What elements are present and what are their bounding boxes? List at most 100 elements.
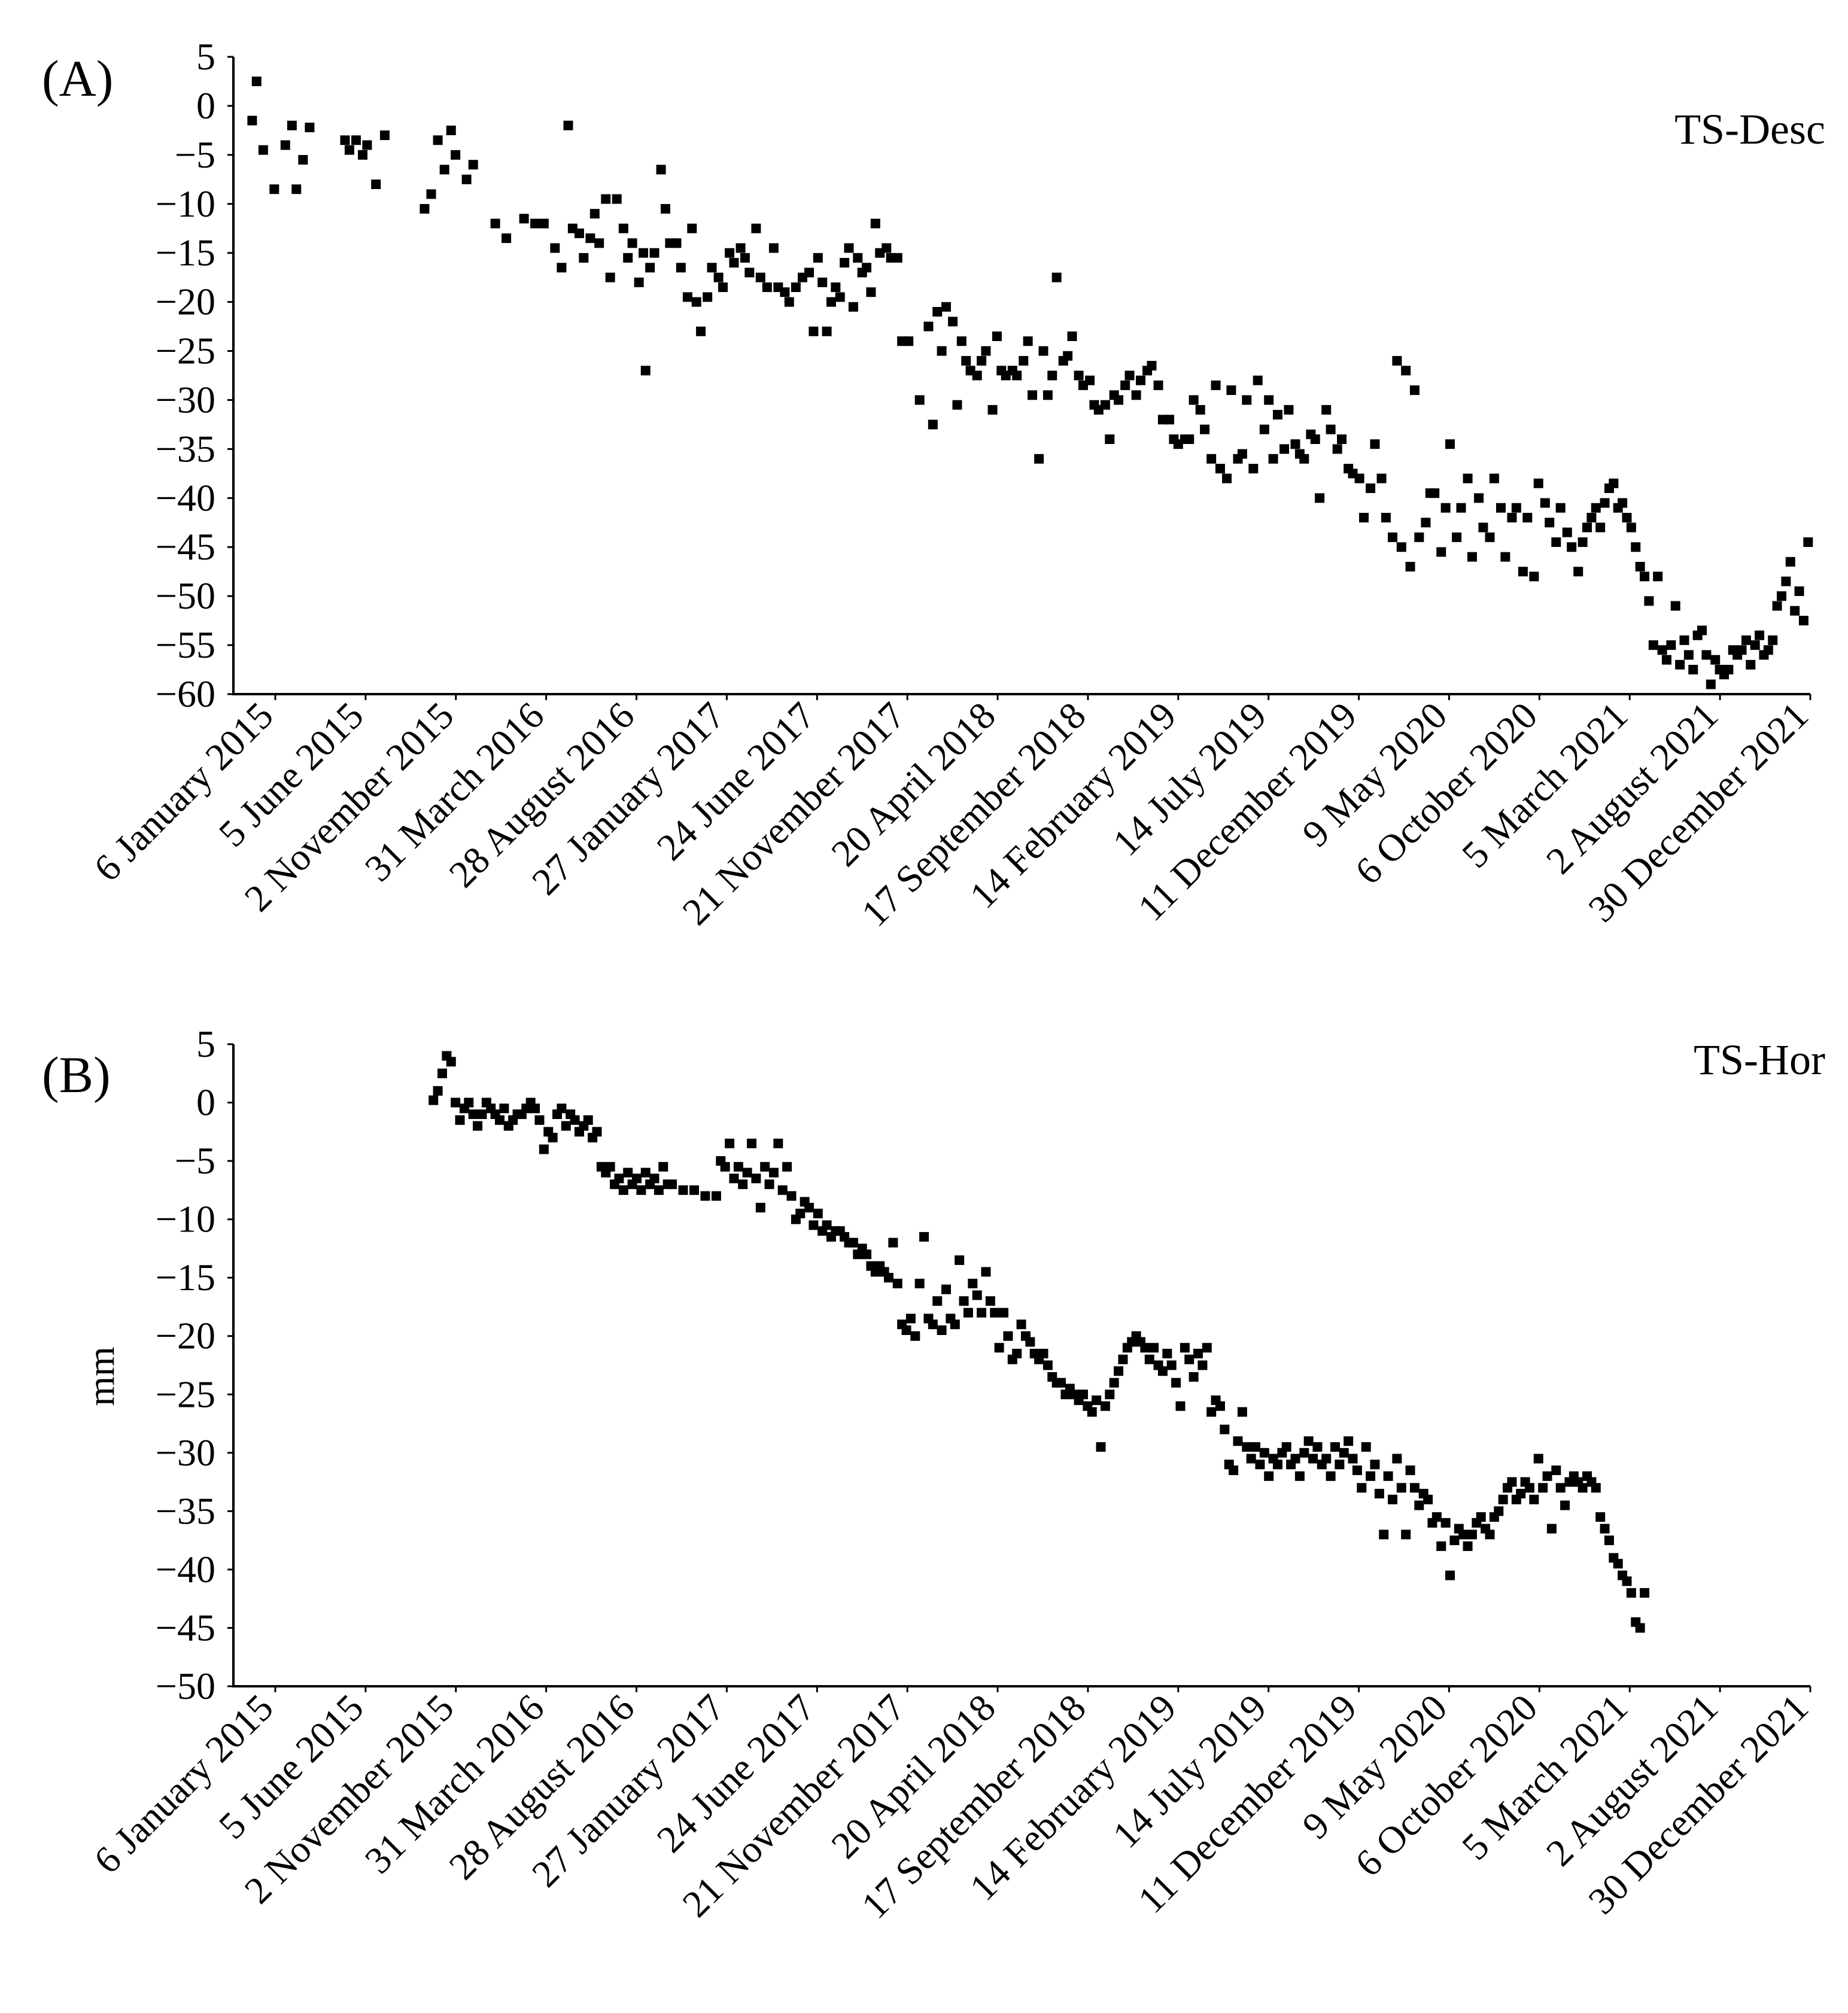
data-point (955, 1255, 965, 1265)
data-point (1193, 1348, 1203, 1358)
data-point (645, 263, 655, 273)
data-point (1401, 1529, 1411, 1540)
data-point (1379, 1529, 1389, 1540)
data-point (451, 150, 461, 160)
data-point (495, 1115, 505, 1125)
data-point (649, 248, 659, 258)
data-point (1431, 1512, 1442, 1522)
data-point (1272, 410, 1282, 420)
data-point (932, 1296, 943, 1306)
data-point (968, 1278, 978, 1288)
data-point (1388, 1494, 1398, 1504)
data-point (676, 263, 686, 273)
data-point (914, 1278, 925, 1288)
data-point (977, 1307, 987, 1318)
data-point (961, 355, 971, 366)
data-point (959, 1296, 969, 1306)
data-point (446, 125, 456, 135)
y-tick-label: −45 (156, 1606, 215, 1649)
data-point (1551, 1465, 1561, 1476)
data-point (287, 120, 297, 130)
data-point (831, 282, 841, 293)
data-point (768, 243, 779, 253)
data-point (1494, 1506, 1504, 1516)
data-point (1370, 439, 1380, 449)
data-point (1653, 571, 1663, 582)
data-point (1211, 380, 1221, 390)
y-tick-label: −35 (156, 427, 215, 470)
data-point (1246, 1454, 1256, 1464)
y-axis-label: mm (80, 1346, 122, 1406)
data-point (1237, 1407, 1247, 1417)
data-point (1436, 547, 1446, 557)
panel-a-series-label: TS-Desc (1674, 105, 1825, 153)
data-point (1489, 473, 1499, 484)
data-point (1074, 370, 1084, 381)
data-point (561, 1121, 571, 1131)
data-point (1242, 1442, 1252, 1452)
data-point (426, 189, 436, 199)
data-point (1803, 537, 1813, 548)
data-point (1430, 488, 1440, 498)
data-point (1253, 375, 1263, 385)
data-point (461, 174, 472, 184)
data-point (1396, 1483, 1406, 1493)
data-point (1374, 1489, 1384, 1499)
data-point (557, 1103, 567, 1114)
y-tick-label: −55 (156, 624, 215, 666)
data-point (592, 1127, 602, 1137)
data-point (777, 1185, 788, 1195)
data-point (977, 355, 987, 366)
data-point (696, 326, 706, 336)
data-point (1222, 473, 1232, 484)
data-point (1034, 454, 1044, 464)
data-point (1251, 1442, 1261, 1452)
data-point (1352, 1465, 1362, 1476)
data-point (1114, 1366, 1124, 1376)
data-point (937, 346, 947, 356)
data-point (605, 1161, 615, 1172)
data-point (468, 1109, 478, 1120)
data-point (1114, 395, 1124, 405)
data-point (682, 292, 692, 302)
data-point (740, 253, 750, 263)
data-point (1529, 571, 1539, 582)
data-point (1284, 405, 1294, 415)
data-point (1458, 1529, 1469, 1540)
data-point (755, 1203, 765, 1213)
data-point (910, 1331, 920, 1341)
y-tick-label: −50 (156, 1665, 215, 1707)
data-point (1308, 1454, 1318, 1464)
data-point (1321, 1454, 1332, 1464)
data-point (808, 1220, 819, 1230)
data-point (1096, 1442, 1106, 1452)
data-point (689, 1185, 700, 1195)
data-point (866, 287, 876, 297)
data-point (1567, 542, 1577, 552)
data-point (703, 292, 713, 302)
y-tick-label: 0 (196, 1081, 215, 1124)
data-point (1772, 601, 1782, 611)
data-point (1330, 1442, 1340, 1452)
data-point (948, 317, 958, 327)
data-point (1200, 424, 1210, 434)
data-point (941, 1284, 952, 1294)
data-point (1440, 503, 1451, 513)
data-point (519, 214, 529, 224)
data-point (1085, 375, 1095, 385)
data-point (656, 165, 666, 175)
data-point (1538, 1483, 1548, 1493)
data-point (1613, 1559, 1623, 1569)
data-point (707, 263, 717, 273)
data-point (1741, 635, 1751, 645)
data-point (1533, 1454, 1543, 1464)
data-point (298, 155, 308, 165)
data-point (428, 1095, 439, 1105)
data-point (1452, 532, 1462, 542)
data-point (1028, 390, 1038, 400)
data-point (627, 238, 637, 248)
data-point (437, 1068, 447, 1078)
data-point (1255, 1459, 1265, 1470)
data-point (950, 1319, 960, 1330)
y-tick-label: −30 (156, 378, 215, 421)
